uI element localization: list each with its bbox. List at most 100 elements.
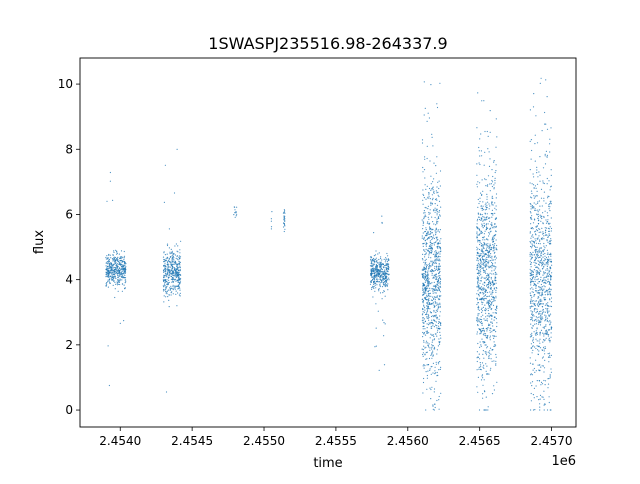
data-point — [167, 260, 169, 262]
data-point — [491, 204, 493, 206]
data-point — [110, 262, 112, 264]
data-point — [430, 325, 432, 328]
data-point — [483, 342, 485, 344]
data-point — [422, 301, 424, 303]
data-point — [481, 219, 483, 221]
data-point — [550, 283, 552, 286]
data-point — [171, 260, 173, 262]
data-point — [427, 370, 429, 372]
data-point — [374, 271, 376, 273]
data-point — [436, 156, 438, 158]
data-point — [439, 285, 441, 287]
data-point — [480, 264, 482, 266]
data-point — [113, 266, 115, 269]
data-point — [422, 328, 424, 330]
data-point — [547, 280, 550, 282]
data-point — [540, 270, 542, 272]
data-point — [370, 281, 372, 283]
data-point — [422, 285, 424, 287]
data-point — [477, 269, 480, 271]
data-point — [425, 289, 427, 291]
data-point — [531, 197, 533, 199]
data-point — [539, 406, 541, 408]
data-point — [422, 232, 424, 234]
data-point — [495, 164, 497, 166]
data-point — [381, 222, 383, 224]
data-point — [123, 277, 125, 279]
data-point — [476, 231, 478, 233]
data-point — [548, 272, 550, 274]
data-point — [530, 281, 532, 283]
data-point — [176, 280, 178, 282]
data-point — [496, 249, 498, 251]
data-point — [546, 268, 548, 270]
data-point — [428, 332, 430, 334]
data-point — [379, 282, 381, 284]
data-point — [484, 270, 486, 272]
data-point — [476, 297, 478, 299]
data-point — [173, 261, 176, 263]
data-point — [125, 281, 127, 283]
data-point — [534, 250, 536, 252]
data-point — [495, 146, 497, 148]
data-point — [435, 361, 437, 363]
data-point — [108, 276, 110, 279]
data-point — [486, 320, 489, 322]
data-point — [424, 214, 426, 216]
data-point — [535, 209, 537, 211]
data-point — [480, 292, 482, 294]
data-point — [426, 388, 428, 390]
data-point — [384, 275, 386, 277]
data-point — [168, 228, 170, 230]
data-point — [533, 197, 536, 199]
data-point — [434, 209, 436, 211]
data-point — [492, 325, 494, 327]
data-point — [493, 337, 495, 339]
data-point — [424, 184, 426, 186]
x-axis-label: time — [313, 456, 342, 471]
data-point — [544, 304, 547, 306]
data-point — [536, 190, 538, 192]
data-point — [426, 364, 428, 366]
data-point — [112, 268, 114, 270]
data-point — [178, 256, 180, 258]
data-point — [422, 308, 424, 311]
data-point — [489, 369, 491, 371]
data-point — [421, 237, 423, 239]
data-point — [487, 285, 490, 287]
data-point — [432, 260, 434, 262]
data-point — [487, 175, 490, 177]
data-point — [169, 274, 171, 277]
data-point — [380, 276, 382, 278]
data-point — [485, 370, 487, 372]
data-point — [430, 260, 432, 262]
data-point — [434, 255, 436, 257]
data-point — [430, 315, 433, 318]
data-point — [428, 316, 430, 319]
data-point — [529, 182, 531, 184]
data-point — [477, 356, 479, 358]
data-point — [537, 323, 540, 325]
data-point — [541, 265, 543, 267]
data-point — [488, 165, 491, 167]
data-point — [124, 287, 126, 289]
data-point — [166, 291, 168, 293]
data-point — [536, 254, 539, 256]
data-point — [283, 222, 285, 224]
data-point — [483, 298, 485, 300]
data-point — [529, 294, 532, 296]
data-point — [174, 285, 176, 287]
data-point — [429, 282, 431, 284]
data-point — [486, 315, 488, 317]
data-point — [545, 256, 548, 259]
data-point — [430, 257, 432, 259]
data-point — [532, 291, 535, 293]
data-point — [438, 295, 440, 297]
data-point — [175, 272, 177, 274]
data-point — [546, 409, 549, 411]
data-point — [541, 217, 543, 220]
data-point — [478, 318, 480, 320]
data-point — [543, 277, 545, 279]
data-point — [531, 334, 533, 336]
data-point — [431, 244, 433, 246]
